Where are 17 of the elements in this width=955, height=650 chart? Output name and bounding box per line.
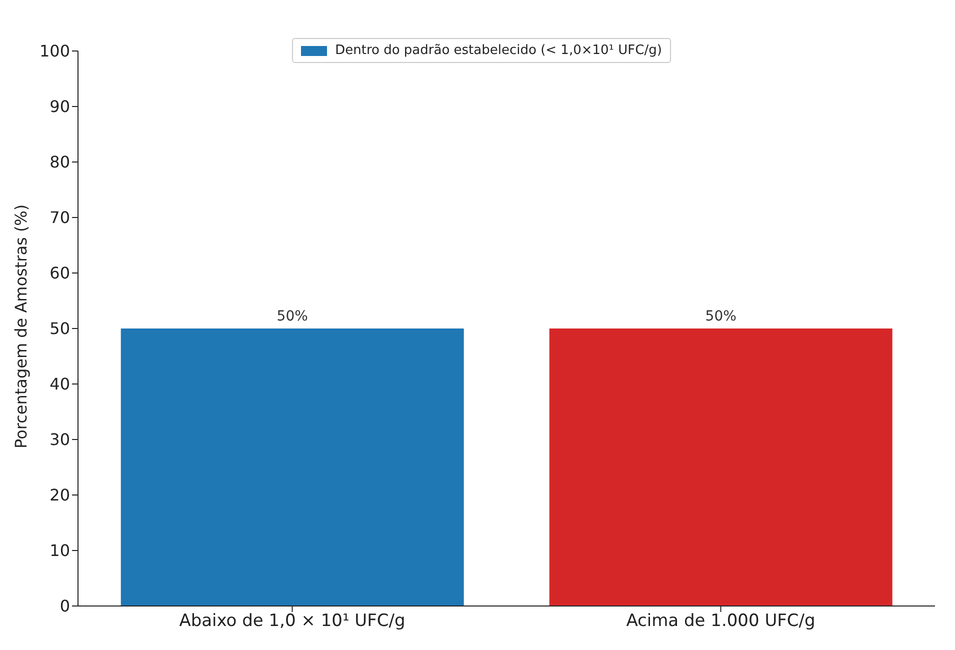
y-tick-label: 70 <box>50 208 70 228</box>
data-label: 50% <box>705 308 736 324</box>
y-tick-label: 0 <box>60 596 70 616</box>
y-tick-label: 80 <box>50 152 70 172</box>
x-tick-label: Acima de 1.000 UFC/g <box>626 611 816 632</box>
y-tick-label: 100 <box>39 42 70 61</box>
y-tick-label: 90 <box>50 97 70 116</box>
y-tick-label: 60 <box>50 264 70 283</box>
y-tick-label: 10 <box>50 541 70 560</box>
y-tick-label: 50 <box>50 319 70 338</box>
x-tick-label: Abaixo de 1,0 × 10¹ UFC/g <box>179 611 406 632</box>
legend-label: Dentro do padrão estabelecido (< 1,0×10¹ UFC/g) <box>334 43 662 58</box>
y-tick-label: 20 <box>50 486 70 505</box>
y-tick-label: 40 <box>50 374 70 394</box>
y-axis-title: Porcentagem de Amostras (%) <box>12 204 31 448</box>
data-label: 50% <box>276 308 308 324</box>
y-tick-label: 30 <box>50 430 70 450</box>
